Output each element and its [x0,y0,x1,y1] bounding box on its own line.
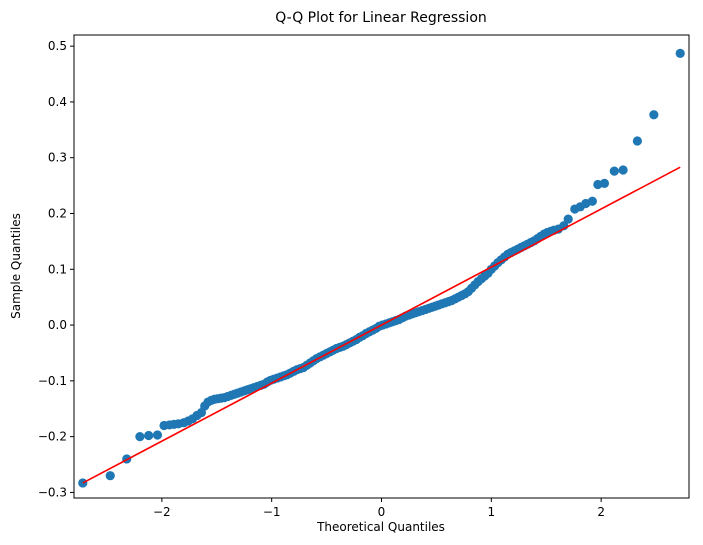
data-point [587,196,597,206]
y-tick-label: −0.1 [38,374,67,388]
x-tick-label: −2 [153,505,171,519]
data-point [675,48,685,59]
x-tick-label: 0 [378,505,386,519]
y-tick-label: 0.4 [48,95,67,109]
data-point [135,432,145,442]
x-axis-ticks: −2 −1 0 1 2 [153,498,605,519]
x-axis-label: Theoretical Quantiles [316,520,445,534]
y-axis-ticks: −0.3 −0.2 −0.1 0.0 0.1 0.2 0.3 0.4 0.5 [38,39,74,499]
y-axis-label: Sample Quantiles [9,213,23,319]
data-point [609,166,619,176]
y-tick-label: 0.1 [48,262,67,276]
x-tick-label: 1 [488,505,496,519]
y-tick-label: −0.2 [38,430,67,444]
data-point [144,430,154,441]
y-tick-label: 0.3 [48,151,67,165]
data-point [105,471,115,481]
data-point [649,110,659,120]
chart-title: Q-Q Plot for Linear Regression [275,10,487,26]
data-point [599,178,610,188]
scatter-points [78,48,685,488]
data-point [618,165,628,175]
y-tick-label: 0.2 [48,207,67,221]
x-tick-label: −1 [263,505,281,519]
x-tick-label: 2 [597,505,605,519]
y-tick-label: 0.0 [48,318,67,332]
data-point [152,430,163,440]
reference-line [82,166,681,484]
y-tick-label: 0.5 [48,39,67,53]
data-point [632,136,642,146]
data-point [563,214,573,224]
y-tick-label: −0.3 [38,485,67,499]
